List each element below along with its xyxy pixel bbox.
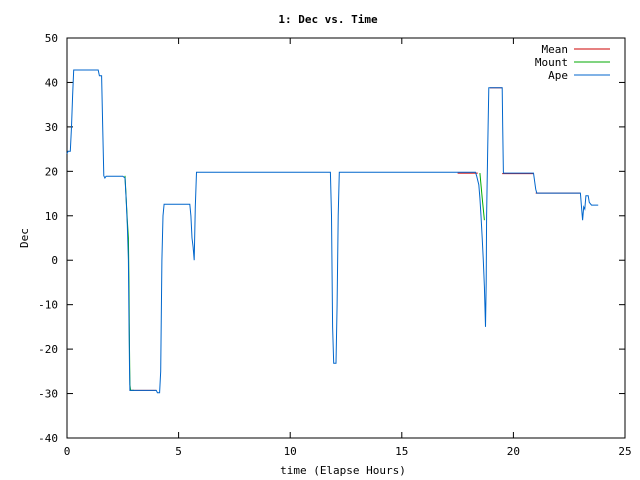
series-ape-line <box>66 69 599 394</box>
x-tick-label: 20 <box>507 445 520 458</box>
y-tick-label: 30 <box>45 121 58 134</box>
y-tick-label: -10 <box>38 299 58 312</box>
x-tick-label: 5 <box>175 445 182 458</box>
chart-title: 1: Dec vs. Time <box>278 13 378 26</box>
y-tick-label: 40 <box>45 76 58 89</box>
y-tick-label: -40 <box>38 432 58 445</box>
y-tick-label: 50 <box>45 32 58 45</box>
y-tick-label: 10 <box>45 210 58 223</box>
x-axis-label: time (Elapse Hours) <box>280 464 406 477</box>
plot-frame <box>66 37 626 439</box>
y-tick-label: 20 <box>45 165 58 178</box>
series-mount-segment <box>479 173 485 221</box>
series-layer <box>66 69 599 394</box>
legend-mount-label: Mount <box>535 56 568 69</box>
y-tick-label: -30 <box>38 388 58 401</box>
x-tick-label: 10 <box>284 445 297 458</box>
x-axis: 0 5 10 15 20 25 <box>64 38 632 458</box>
y-axis-label: Dec <box>18 228 31 248</box>
y-axis: -40 -30 -20 -10 0 10 20 30 40 50 <box>38 32 625 445</box>
x-tick-label: 0 <box>64 445 71 458</box>
y-tick-label: 0 <box>51 254 58 267</box>
y-tick-label: -20 <box>38 343 58 356</box>
x-tick-label: 15 <box>395 445 408 458</box>
legend-mean-label: Mean <box>542 43 569 56</box>
x-tick-label: 25 <box>618 445 631 458</box>
legend-ape-label: Ape <box>548 69 568 82</box>
